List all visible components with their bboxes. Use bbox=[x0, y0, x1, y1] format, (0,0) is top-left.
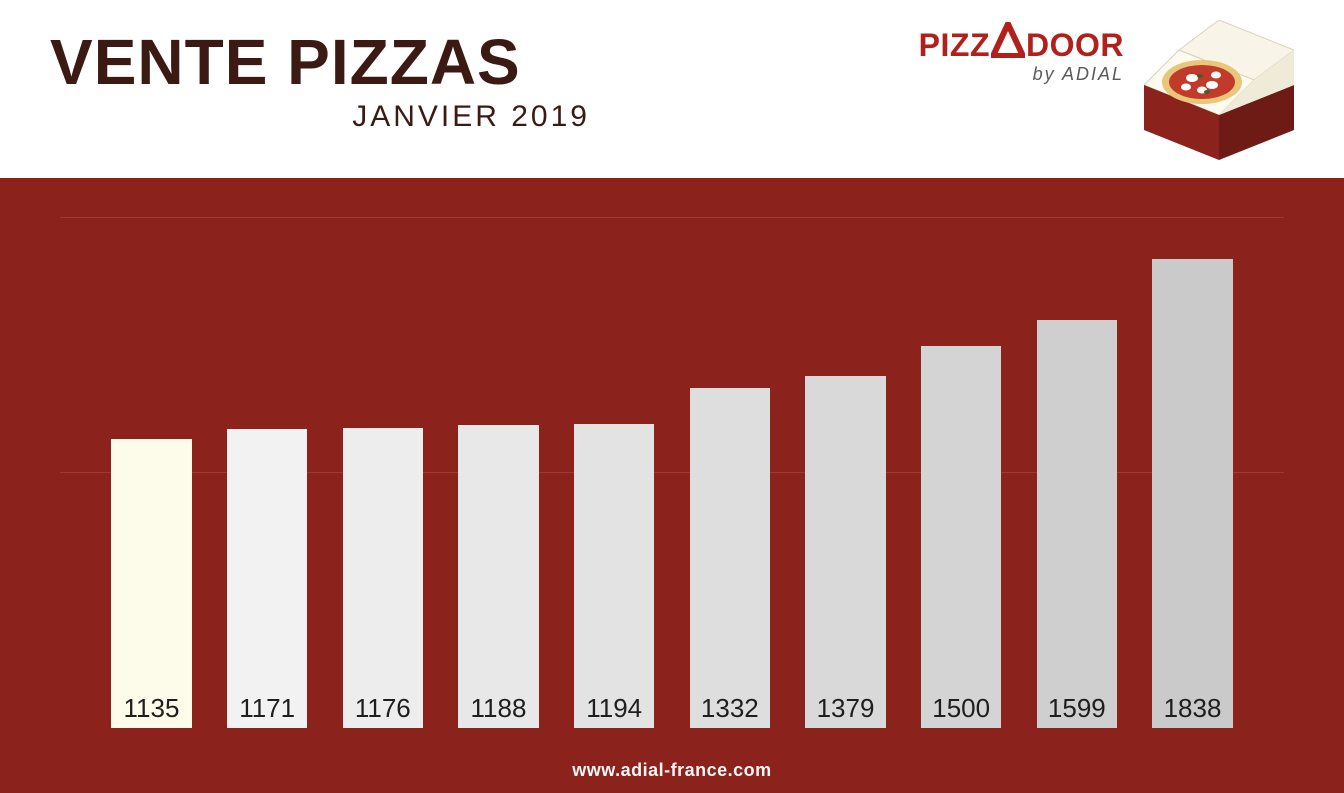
bar bbox=[1152, 259, 1232, 728]
brand-a-icon bbox=[991, 22, 1025, 68]
bar-slot bbox=[794, 376, 897, 728]
page: VENTE PIZZAS JANVIER 2019 PIZZ DOOR by A… bbox=[0, 0, 1344, 793]
bar bbox=[343, 428, 423, 728]
bar-slot bbox=[100, 439, 203, 728]
bar bbox=[690, 388, 770, 728]
x-axis-label: 1599 bbox=[1025, 693, 1128, 724]
bar-slot bbox=[678, 388, 781, 728]
bar bbox=[458, 425, 538, 728]
x-axis-label: 1332 bbox=[678, 693, 781, 724]
x-axis-label: 1500 bbox=[910, 693, 1013, 724]
x-axis-label: 1135 bbox=[100, 693, 203, 724]
bar bbox=[805, 376, 885, 728]
bars bbox=[100, 218, 1244, 728]
x-axis-label: 1176 bbox=[331, 693, 434, 724]
bar bbox=[227, 429, 307, 728]
page-subtitle: JANVIER 2019 bbox=[50, 100, 590, 134]
x-axis-labels: 1135 1171 1176 1188 1194 1332 1379 1500 1599 1838 bbox=[100, 693, 1244, 724]
bar-slot bbox=[447, 425, 550, 728]
bar-slot bbox=[910, 346, 1013, 729]
bar-slot bbox=[331, 428, 434, 728]
bar bbox=[921, 346, 1001, 729]
bar bbox=[111, 439, 191, 728]
x-axis-label: 1171 bbox=[216, 693, 319, 724]
pizza-box-icon bbox=[1144, 20, 1294, 170]
x-axis-label: 1379 bbox=[794, 693, 897, 724]
bar bbox=[1037, 320, 1117, 728]
brand-logo: PIZZ DOOR by ADIAL bbox=[919, 20, 1294, 170]
brand-main: PIZZ DOOR bbox=[919, 20, 1124, 66]
bar-chart bbox=[60, 218, 1284, 728]
header: VENTE PIZZAS JANVIER 2019 PIZZ DOOR by A… bbox=[0, 0, 1344, 178]
footer-url: www.adial-france.com bbox=[0, 760, 1344, 781]
brand-door: DOOR bbox=[1026, 27, 1124, 64]
brand-text: PIZZ DOOR by ADIAL bbox=[919, 20, 1124, 85]
bar-slot bbox=[1141, 259, 1244, 728]
chart-area: 1135 1171 1176 1188 1194 1332 1379 1500 1599 1838… bbox=[0, 178, 1344, 793]
brand-pizz: PIZZ bbox=[919, 27, 990, 64]
x-axis-label: 1194 bbox=[563, 693, 666, 724]
x-axis-label: 1188 bbox=[447, 693, 550, 724]
x-axis-label: 1838 bbox=[1141, 693, 1244, 724]
bar-slot bbox=[216, 429, 319, 728]
bar bbox=[574, 424, 654, 728]
bar-slot bbox=[563, 424, 666, 728]
bar-slot bbox=[1025, 320, 1128, 728]
